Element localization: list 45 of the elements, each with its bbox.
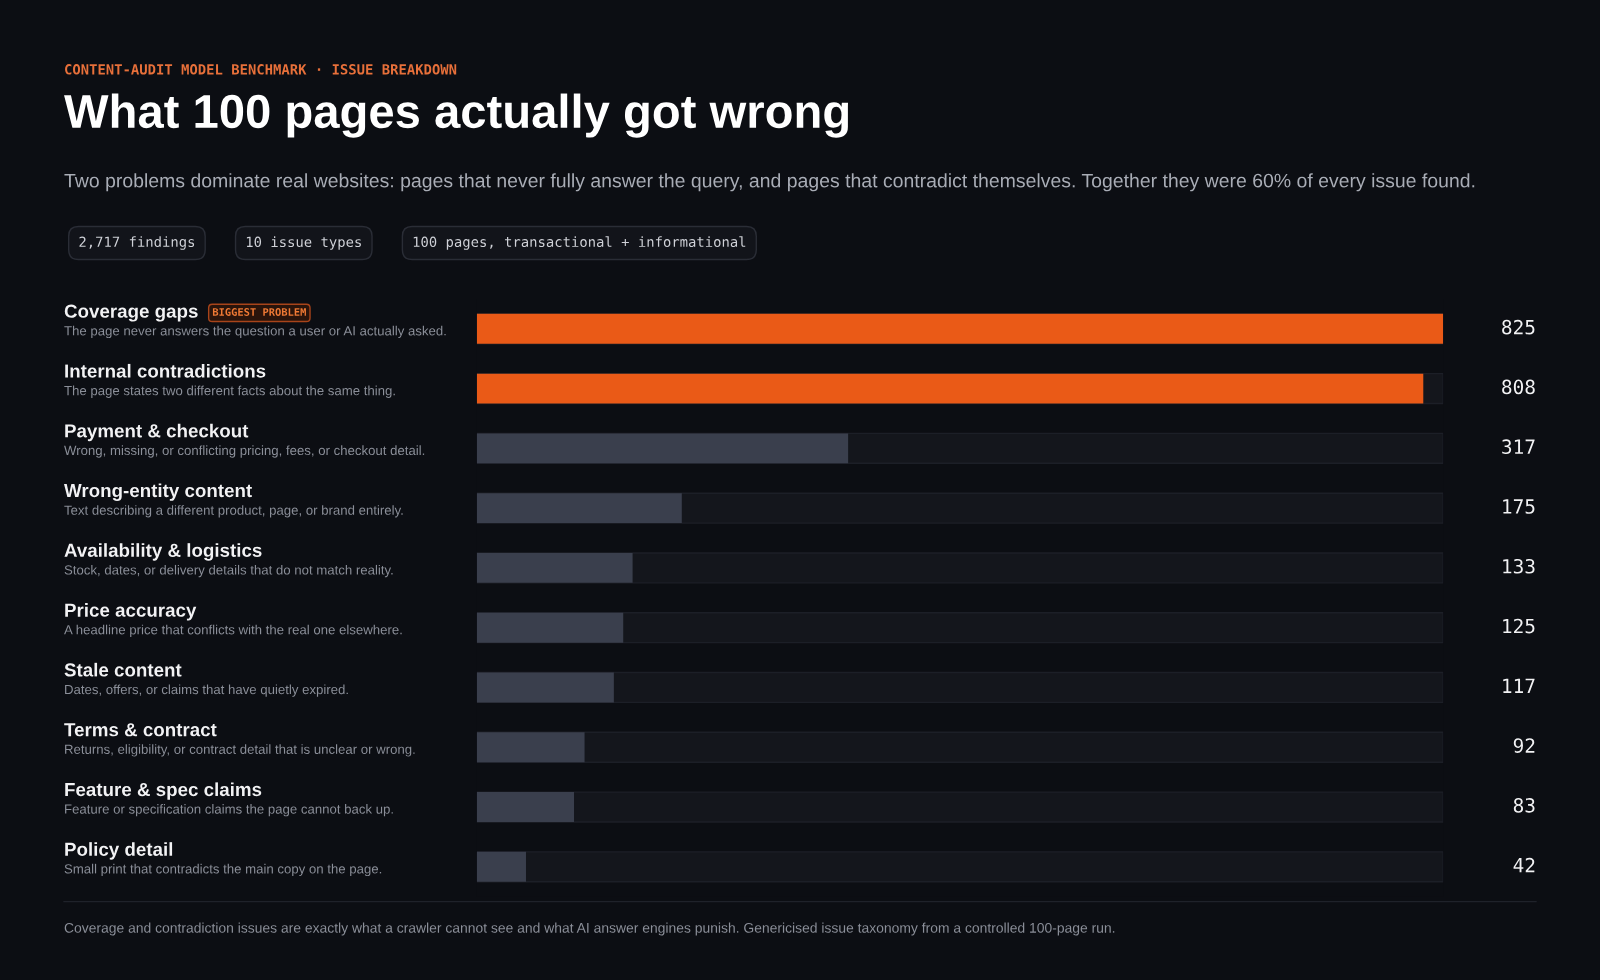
- data-label: 175: [1503, 499, 1535, 514]
- y-tick-label: Availability & logistics: [64, 543, 262, 561]
- text: BIGGEST PROBLEM: [212, 308, 306, 316]
- text: CONTENT-AUDIT MODEL BENCHMARK · ISSUE BREAKDOWN: [65, 64, 457, 75]
- data-label: 83: [1513, 798, 1535, 813]
- y-tick-label: Payment & checkout: [65, 423, 249, 442]
- text: 10 issue types: [246, 236, 361, 250]
- data-label: 92: [1513, 738, 1535, 753]
- text: Text describing a different product, page, or brand entirely.: [64, 505, 403, 518]
- text: Stock, dates, or delivery details that do not match reality.: [64, 564, 393, 578]
- y-tick-label: Wrong-entity content: [64, 483, 252, 501]
- text: Coverage and contradiction issues are exactly what a crawler cannot see and what AI answer engines punish. Genericised issue taxonomy from a controlled 100-page run.: [64, 922, 1115, 936]
- y-tick-label: Coverage gaps: [64, 304, 198, 322]
- bar: [476, 672, 614, 703]
- chart-title: What 100 pages actually got wrong: [64, 93, 849, 138]
- text: Feature or specification claims the page cannot back up.: [65, 804, 393, 817]
- data-label: 808: [1502, 379, 1535, 395]
- data-label: 125: [1503, 618, 1535, 634]
- data-label: 825: [1502, 319, 1535, 335]
- bar: [476, 612, 624, 643]
- bar: [476, 552, 633, 583]
- data-label: 317: [1502, 439, 1535, 455]
- text: 100 pages, transactional + informational: [413, 236, 746, 250]
- bar: [476, 792, 575, 822]
- bar: [476, 493, 682, 524]
- bar: [476, 851, 526, 882]
- chart-subtitle: Two problems dominate real websites: pages that never fully answer the query, and pages that contradict themselves. Together they were 60% of every issue found.: [64, 173, 1475, 192]
- bar: [476, 732, 585, 763]
- text: The page never answers the question a user or AI actually asked.: [64, 325, 446, 339]
- y-tick-label: Price accuracy: [65, 603, 197, 621]
- text: A headline price that conflicts with the real one elsewhere.: [64, 624, 402, 637]
- data-label: 117: [1503, 678, 1535, 693]
- text: Small print that contradicts the main copy on the page.: [64, 863, 382, 877]
- text: Wrong, missing, or conflicting pricing, fees, or checkout detail.: [64, 445, 425, 458]
- y-tick-label: Feature & spec claims: [65, 782, 262, 800]
- text: 2,717 findings: [79, 236, 195, 250]
- data-label: 133: [1503, 558, 1535, 574]
- text: Dates, offers, or claims that have quietly expired.: [65, 684, 348, 697]
- y-tick-label: Stale content: [64, 662, 182, 677]
- y-tick-label: Policy detail: [65, 842, 173, 860]
- y-tick-label: Internal contradictions: [65, 363, 266, 378]
- text: Returns, eligibility, or contract detail that is unclear or wrong.: [65, 744, 415, 757]
- data-label: 42: [1513, 857, 1535, 873]
- y-tick-label: Terms & contract: [64, 723, 217, 737]
- text: The page states two different facts about the same thing.: [64, 385, 395, 398]
